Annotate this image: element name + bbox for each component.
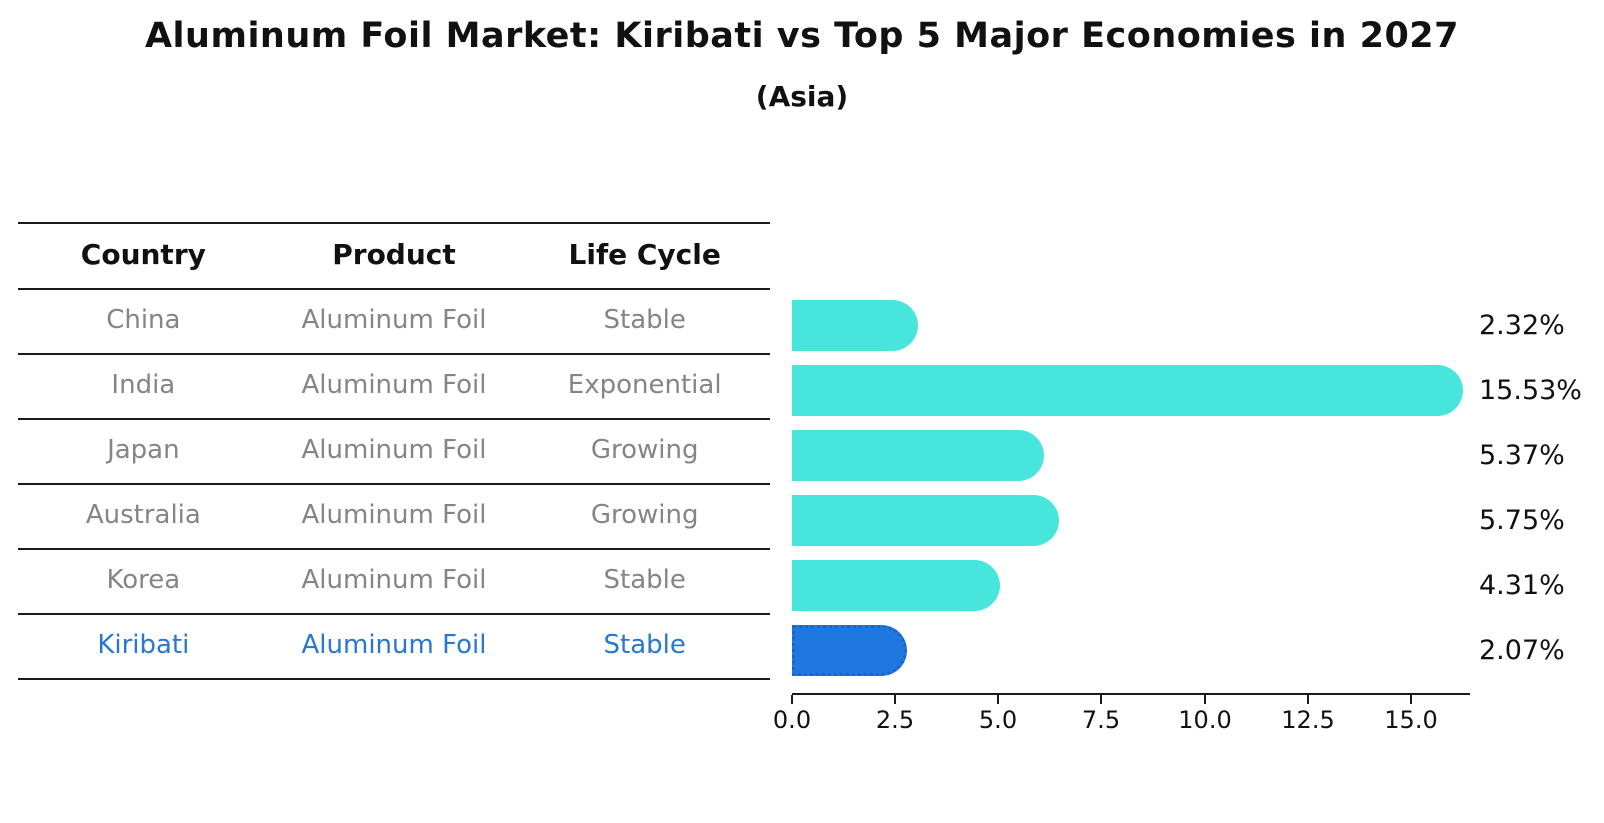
table-row: India Aluminum Foil Exponential — [18, 353, 770, 418]
x-axis-tick-label: 0.0 — [772, 706, 812, 734]
cell-lifecycle: Stable — [603, 565, 686, 595]
bar-value-label: 15.53% — [1479, 375, 1582, 406]
x-axis-tick-label: 15.0 — [1384, 706, 1438, 734]
cell-country: China — [106, 305, 181, 335]
column-header-country: Country — [80, 238, 206, 271]
table-row: China Aluminum Foil Stable — [18, 288, 770, 353]
cell-lifecycle: Growing — [590, 435, 699, 465]
bar-korea — [792, 560, 1000, 611]
x-axis-tick-label: 10.0 — [1178, 706, 1232, 734]
x-axis-tick-label: 2.5 — [875, 706, 915, 734]
table-border-bottom — [18, 678, 770, 680]
cell-product: Aluminum Foil — [301, 305, 487, 335]
cell-product: Aluminum Foil — [301, 500, 487, 530]
bar-value-label: 2.07% — [1479, 635, 1565, 666]
x-axis-tick-label: 5.0 — [978, 706, 1018, 734]
cell-country: Kiribati — [97, 630, 190, 660]
table-header-separator — [18, 288, 770, 290]
table-row-separator — [18, 483, 770, 485]
table-row-kiribati-highlighted: Kiribati Aluminum Foil Stable — [18, 613, 770, 678]
table-row: Japan Aluminum Foil Growing — [18, 418, 770, 483]
x-axis-tick — [1410, 695, 1412, 704]
cell-product: Aluminum Foil — [301, 435, 487, 465]
cell-product: Aluminum Foil — [301, 630, 487, 660]
cell-country: India — [111, 370, 176, 400]
cell-country: Korea — [106, 565, 181, 595]
x-axis-line — [792, 693, 1470, 695]
table-header-row: Country Product Life Cycle — [18, 222, 770, 288]
x-axis-tick — [1307, 695, 1309, 704]
cell-product: Aluminum Foil — [301, 370, 487, 400]
column-header-lifecycle: Life Cycle — [568, 238, 721, 271]
table-row-separator — [18, 353, 770, 355]
cell-lifecycle: Stable — [603, 305, 686, 335]
bar-japan — [792, 430, 1044, 481]
x-axis-tick-label: 12.5 — [1281, 706, 1335, 734]
table-border-top — [18, 222, 770, 224]
bar-kiribati-highlighted — [792, 625, 908, 676]
cell-lifecycle: Stable — [603, 630, 686, 660]
chart-subtitle: (Asia) — [755, 80, 849, 113]
bar-australia — [792, 495, 1060, 546]
chart-title: Aluminum Foil Market: Kiribati vs Top 5 … — [144, 16, 1460, 56]
bar-value-label: 5.75% — [1479, 505, 1565, 536]
bar-value-label: 4.31% — [1479, 570, 1565, 601]
cell-product: Aluminum Foil — [301, 565, 487, 595]
cell-country: Australia — [85, 500, 201, 530]
column-header-product: Product — [332, 238, 456, 271]
cell-country: Japan — [107, 435, 180, 465]
bar-china — [792, 300, 918, 351]
bar-value-label: 5.37% — [1479, 440, 1565, 471]
table-row: Korea Aluminum Foil Stable — [18, 548, 770, 613]
table-row-separator — [18, 613, 770, 615]
bar-india — [792, 365, 1463, 416]
x-axis-tick-label: 7.5 — [1081, 706, 1121, 734]
bar-value-label: 2.32% — [1479, 310, 1565, 341]
x-axis-tick — [894, 695, 896, 704]
x-axis-tick — [1100, 695, 1102, 704]
x-axis-tick — [791, 695, 793, 704]
x-axis-tick — [997, 695, 999, 704]
x-axis-tick — [1204, 695, 1206, 704]
table-row-separator — [18, 418, 770, 420]
cell-lifecycle: Growing — [590, 500, 699, 530]
table-row: Australia Aluminum Foil Growing — [18, 483, 770, 548]
cell-lifecycle: Exponential — [567, 370, 722, 400]
table-row-separator — [18, 548, 770, 550]
